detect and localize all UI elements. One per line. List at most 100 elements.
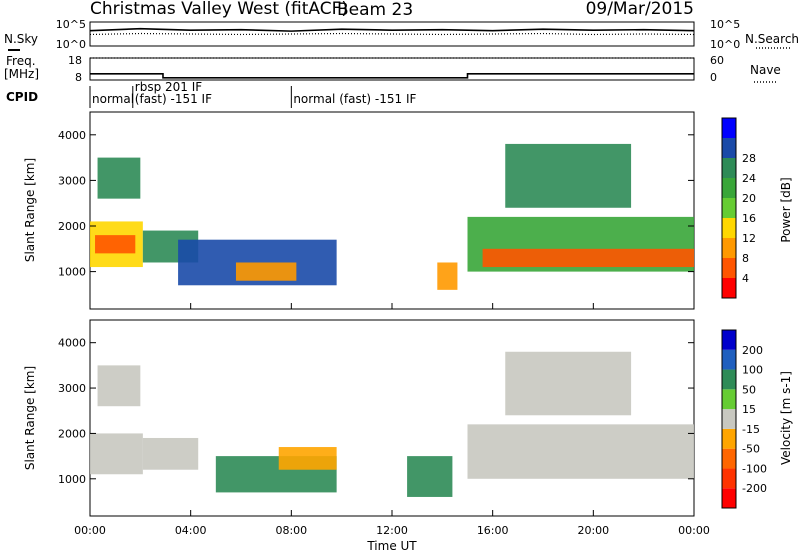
- noise-tick-top-left: 10^5: [56, 18, 86, 31]
- velocity-colorbar-tick-label: -15: [742, 423, 760, 436]
- nsky-label: N.Sky: [4, 32, 38, 46]
- y-tick-label: 2000: [58, 427, 86, 440]
- scatter-region: [505, 143, 632, 208]
- power-data-group: [90, 143, 694, 290]
- scatter-region: [95, 235, 136, 254]
- cpid-label: CPID: [6, 90, 38, 104]
- x-tick-label: 20:00: [577, 524, 609, 537]
- x-tick-label: 16:00: [477, 524, 509, 537]
- cpid-segment-label: rbsp 201 IF: [135, 80, 202, 94]
- noise-tick-top-right: 10^5: [710, 18, 740, 31]
- power-colorbar-swatch: [722, 138, 736, 158]
- power-colorbar-swatch: [722, 218, 736, 238]
- velocity-colorbar-tick-label: -50: [742, 443, 760, 456]
- scatter-region: [278, 447, 337, 470]
- power-colorbar-swatch: [722, 238, 736, 258]
- noise-tick-bottom-right: 10^0: [710, 38, 740, 51]
- power-colorbar-swatch: [722, 118, 736, 138]
- velocity-colorbar-tick-label: -200: [742, 482, 767, 495]
- freq-panel-frame: [89, 57, 695, 81]
- velocity-colorbar-swatch: [722, 428, 736, 449]
- series-line-0: [90, 73, 694, 79]
- plot-title: Christmas Valley West (fitACF): [90, 0, 348, 19]
- velocity-axes-group: 1000 2000 3000 4000: [58, 337, 695, 516]
- y-tick-label: 4000: [58, 129, 86, 142]
- velocity-panel-frame: [89, 319, 695, 517]
- scatter-region: [97, 365, 141, 407]
- nave-label: Nave: [750, 63, 781, 77]
- power-colorbar-frame: [721, 117, 737, 299]
- x-tick-label: 12:00: [376, 524, 408, 537]
- power-ylabel: Slant Range [km]: [23, 158, 37, 262]
- velocity-colorbar-swatch: [722, 349, 736, 370]
- nsearch-label: N.Search: [745, 32, 799, 46]
- freq-series-group: [90, 57, 694, 79]
- scatter-region: [90, 433, 143, 475]
- x-tick-label: 00:00: [678, 524, 710, 537]
- cpid-segment-label: (fast) -151 IF: [135, 92, 212, 106]
- velocity-colorbar-swatch: [722, 448, 736, 469]
- x-tick-label: 00:00: [74, 524, 106, 537]
- power-colorbar-tick-label: 12: [742, 232, 756, 245]
- velocity-colorbar-tick-label: 50: [742, 383, 756, 396]
- velocity-colorbar-tick-label: 15: [742, 403, 756, 416]
- velocity-colorbar-swatch: [722, 330, 736, 350]
- freq-label: Freq.: [6, 54, 36, 68]
- power-axes-group: 1000 2000 3000 4000: [58, 129, 695, 309]
- y-tick-label: 1000: [58, 266, 86, 279]
- y-tick-label: 4000: [58, 337, 86, 350]
- power-colorbar: 4 8 12 16 20 24 28: [721, 117, 756, 299]
- velocity-colorbar-tick-label: 200: [742, 344, 763, 357]
- scatter-region: [235, 262, 297, 281]
- power-colorbar-tick-label: 4: [742, 272, 749, 285]
- velocity-colorbar-swatch: [722, 369, 736, 390]
- velocity-ylabel: Slant Range [km]: [23, 366, 37, 470]
- freq-unit-label: [MHz]: [4, 67, 39, 81]
- nave-tick-top: 60: [710, 54, 724, 67]
- y-tick-label: 3000: [58, 174, 86, 187]
- scatter-region: [505, 351, 632, 416]
- velocity-colorbar-frame: [721, 329, 737, 509]
- velocity-data-group: [90, 351, 694, 497]
- velocity-colorbar-tick-label: 100: [742, 364, 763, 377]
- scatter-region: [97, 157, 141, 199]
- scatter-region: [142, 437, 199, 470]
- nave-tick-bottom: 0: [710, 71, 717, 84]
- y-tick-label: 1000: [58, 473, 86, 486]
- beam-label: Beam 23: [337, 0, 413, 20]
- scatter-region: [407, 456, 453, 497]
- scatter-region: [482, 248, 694, 268]
- y-tick-label: 3000: [58, 382, 86, 395]
- power-colorbar-tick-label: 8: [742, 252, 749, 265]
- cpid-segment-label: normal: [92, 92, 134, 106]
- y-tick-label: 2000: [58, 220, 86, 233]
- power-colorbar-tick-label: 16: [742, 212, 756, 225]
- freq-tick-bottom: 8: [75, 71, 82, 84]
- power-colorbar-swatch: [722, 198, 736, 218]
- power-colorbar-swatch: [722, 258, 736, 278]
- power-colorbar-label: Power [dB]: [779, 177, 793, 242]
- power-colorbar-swatch: [722, 278, 736, 298]
- noise-series-group: [89, 27, 695, 36]
- scatter-region: [437, 262, 458, 290]
- noise-tick-bottom-left: 10^0: [56, 38, 86, 51]
- series-line-0: [89, 27, 695, 32]
- velocity-colorbar-swatch: [722, 468, 736, 489]
- x-tick-label: 04:00: [175, 524, 207, 537]
- x-axis-title: Time UT: [366, 539, 417, 553]
- velocity-colorbar-label: Velocity [m s-1]: [779, 371, 793, 465]
- series-line-1: [89, 32, 695, 36]
- velocity-colorbar-swatch: [722, 389, 736, 410]
- scatter-region: [467, 424, 694, 479]
- velocity-colorbar-tick-label: -100: [742, 462, 767, 475]
- x-tick-label: 08:00: [275, 524, 307, 537]
- velocity-colorbar-swatch: [722, 488, 736, 508]
- power-colorbar-tick-label: 24: [742, 172, 756, 185]
- date-label: 09/Mar/2015: [586, 0, 694, 19]
- power-colorbar-swatch: [722, 178, 736, 198]
- power-colorbar-tick-label: 28: [742, 152, 756, 165]
- power-colorbar-swatch: [722, 158, 736, 178]
- cpid-segment-label: normal (fast) -151 IF: [293, 92, 416, 106]
